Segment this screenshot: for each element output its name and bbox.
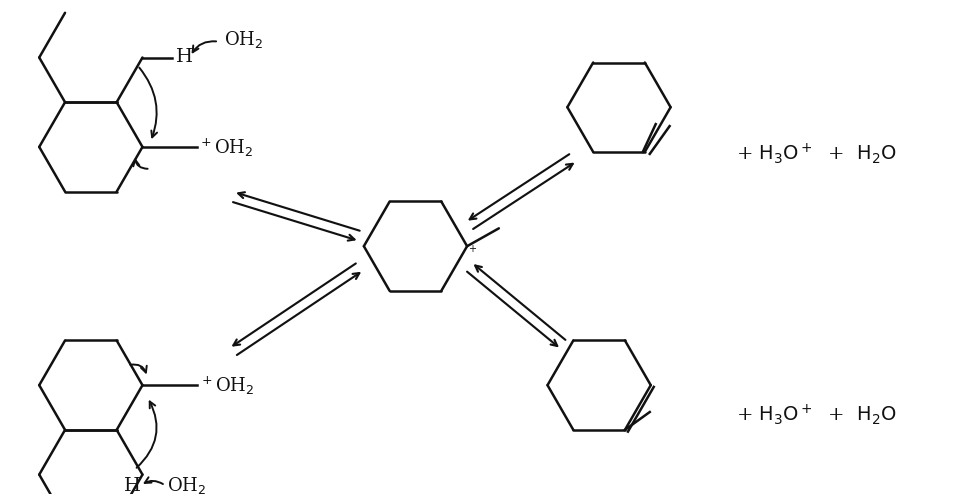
Text: H: H	[124, 477, 141, 495]
Text: + $\mathrm{H_3O^+}$  +  $\mathrm{H_2O}$: + $\mathrm{H_3O^+}$ + $\mathrm{H_2O}$	[736, 141, 897, 166]
Text: OH$_2$: OH$_2$	[224, 29, 263, 50]
Text: $^+$OH$_2$: $^+$OH$_2$	[198, 137, 253, 159]
Text: H: H	[177, 47, 193, 66]
Text: $^+$: $^+$	[466, 244, 476, 258]
Text: OH$_2$: OH$_2$	[167, 475, 206, 496]
Text: $^+$OH$_2$: $^+$OH$_2$	[199, 375, 254, 397]
Text: + $\mathrm{H_3O^+}$  +  $\mathrm{H_2O}$: + $\mathrm{H_3O^+}$ + $\mathrm{H_2O}$	[736, 403, 897, 427]
